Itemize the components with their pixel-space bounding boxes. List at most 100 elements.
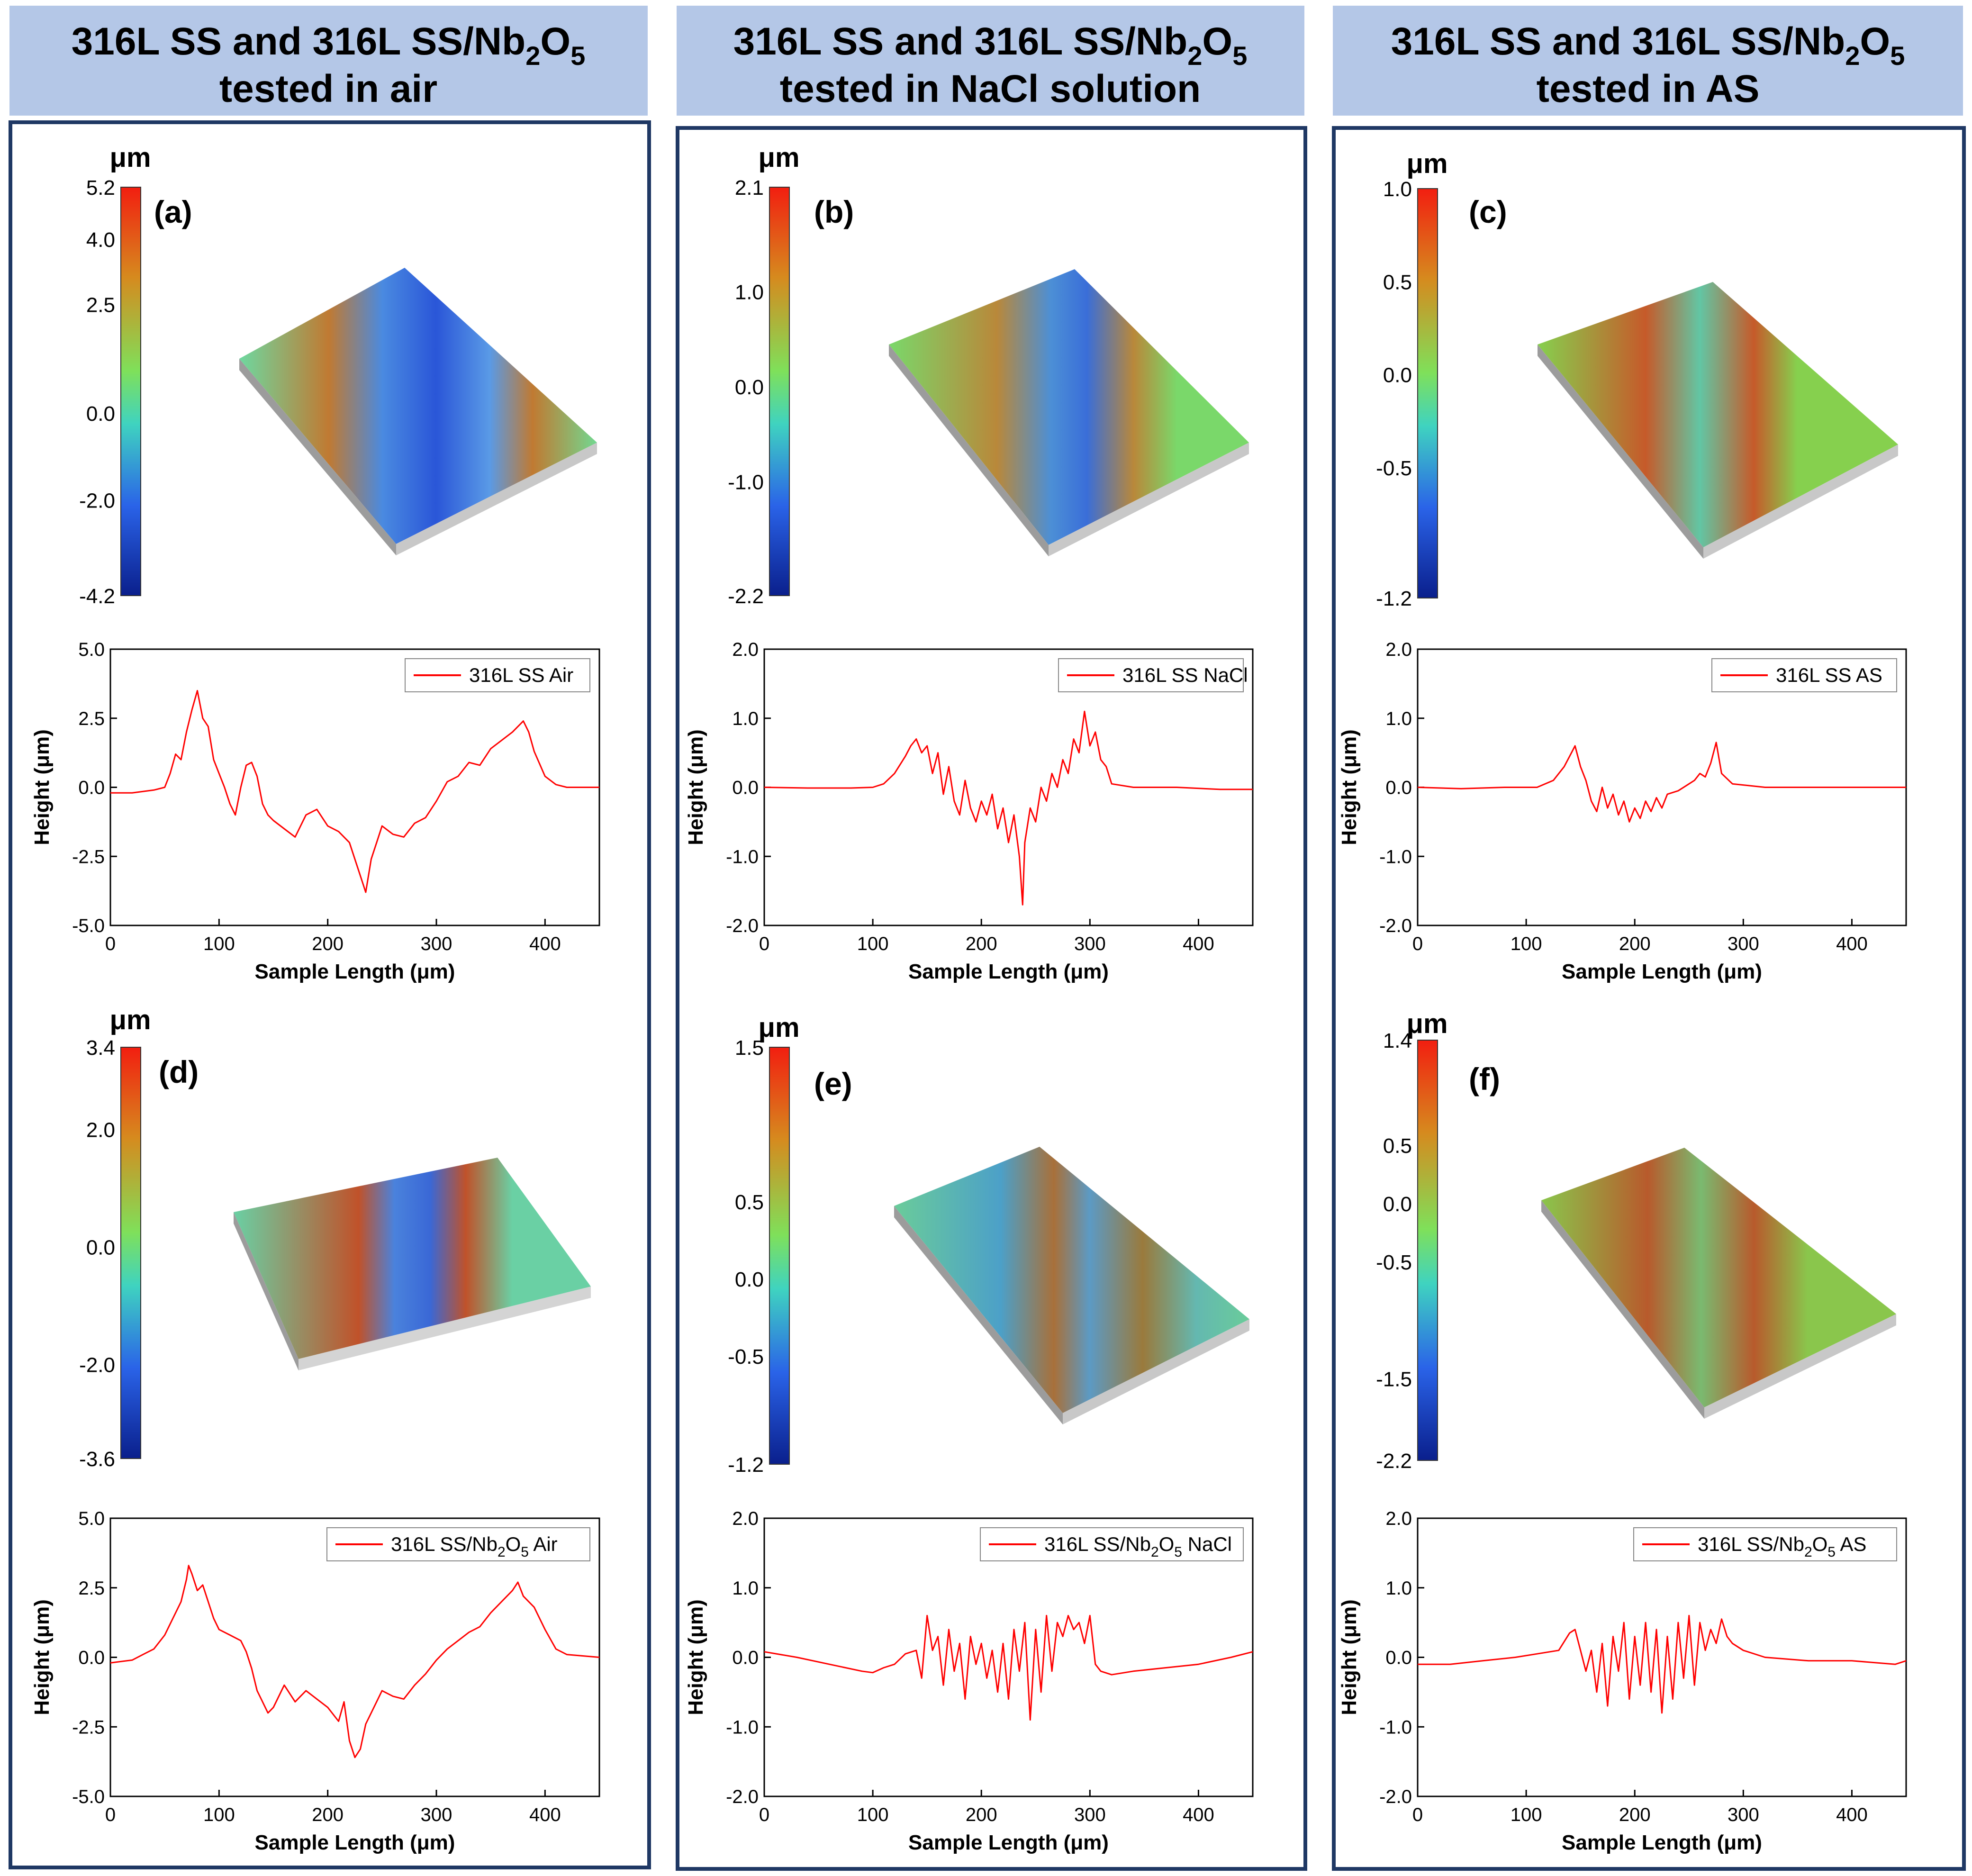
y-tick-label: 0.0 bbox=[78, 1648, 105, 1668]
legend: 316L SS AS bbox=[1711, 658, 1897, 692]
column-header-nacl: 316L SS and 316L SS/Nb2O5 tested in NaCl… bbox=[677, 6, 1304, 116]
column-frame-as bbox=[1332, 126, 1966, 1871]
y-tick-label: -1.0 bbox=[1379, 846, 1412, 867]
panel-label: (d) bbox=[159, 1054, 199, 1089]
header-line2: tested in air bbox=[219, 67, 437, 110]
colorbar-d: μm3.4 2.0 0.0 -2.0 -3.6 (d) bbox=[79, 1005, 199, 1471]
y-axis-label: Height (μm) bbox=[30, 1599, 54, 1715]
colorbar-tick-label: -2.2 bbox=[1376, 1450, 1412, 1473]
colorbar-unit: μm bbox=[1406, 148, 1447, 179]
x-tick-label: 400 bbox=[1183, 1804, 1214, 1825]
legend-label: 316L SS NaCl bbox=[1122, 664, 1248, 686]
colorbar-a: μm 5.2 4.0 2.5 0.0 -2.0 -4.2 (a) bbox=[79, 142, 192, 608]
colorbar-tick-label: 0.5 bbox=[735, 1191, 764, 1214]
x-tick-label: 200 bbox=[966, 933, 997, 954]
x-tick-label: 200 bbox=[312, 933, 344, 954]
y-tick-label: 0.0 bbox=[732, 778, 759, 798]
x-axis-label: Sample Length (μm) bbox=[255, 960, 455, 983]
x-axis-label: Sample Length (μm) bbox=[1562, 1831, 1762, 1854]
y-tick-label: 0.0 bbox=[1385, 1648, 1412, 1668]
x-tick-label: 0 bbox=[759, 1804, 769, 1825]
x-axis-label: Sample Length (μm) bbox=[908, 960, 1109, 983]
colorbar-tick-label: 1.5 bbox=[735, 1036, 764, 1060]
colorbar-tick-label: 5.2 bbox=[86, 176, 115, 199]
y-tick-label: -2.0 bbox=[726, 1786, 759, 1807]
legend: 316L SS/Nb2O5 NaCl bbox=[980, 1527, 1244, 1561]
colorbar-tick-label: 1.4 bbox=[1383, 1029, 1412, 1052]
surface-3d-d bbox=[234, 1158, 591, 1370]
surface-3d-b bbox=[889, 269, 1249, 556]
colorbar-tick-label: 0.0 bbox=[1383, 1193, 1412, 1216]
x-axis-label: Sample Length (μm) bbox=[255, 1831, 455, 1854]
header-line2: tested in NaCl solution bbox=[780, 67, 1201, 110]
legend: 316L SS/Nb2O5 Air bbox=[326, 1527, 590, 1561]
colorbar-tick-label: 0.0 bbox=[735, 376, 764, 399]
colorbar-tick-label: 0.0 bbox=[735, 1268, 764, 1291]
colorbar-tick-label: -0.5 bbox=[1376, 1251, 1412, 1274]
x-tick-label: 400 bbox=[529, 1804, 561, 1825]
legend-label: 316L SS AS bbox=[1776, 664, 1882, 686]
colorbar-tick-label: 2.0 bbox=[86, 1119, 115, 1142]
column-header-as: 316L SS and 316L SS/Nb2O5 tested in AS bbox=[1333, 6, 1963, 116]
y-tick-label: 2.0 bbox=[732, 1508, 759, 1529]
colorbar-tick-label: -2.0 bbox=[79, 489, 115, 512]
x-tick-label: 200 bbox=[312, 1804, 344, 1825]
column-header-air: 316L SS and 316L SS/Nb2O5 tested in air bbox=[9, 6, 648, 116]
line-chart-6: 0 100 200 300 400 2.0 1.0 0.0 -1.0 -2.0 Sample Len… bbox=[1338, 1508, 1907, 1854]
x-tick-label: 400 bbox=[1183, 933, 1214, 954]
colorbar-gradient bbox=[120, 187, 141, 596]
y-tick-label: 2.0 bbox=[1385, 639, 1412, 660]
x-tick-label: 300 bbox=[421, 933, 452, 954]
y-tick-label: 0.0 bbox=[732, 1648, 759, 1668]
x-tick-label: 100 bbox=[203, 933, 235, 954]
column-frame-nacl bbox=[676, 126, 1307, 1871]
x-tick-label: 400 bbox=[1836, 1804, 1868, 1825]
y-tick-label: -1.0 bbox=[726, 846, 759, 867]
x-tick-label: 0 bbox=[1412, 933, 1423, 954]
x-tick-label: 400 bbox=[529, 933, 561, 954]
legend-label: 316L SS/Nb2O5 AS bbox=[1698, 1533, 1866, 1560]
x-axis-label: Sample Length (μm) bbox=[908, 1831, 1109, 1854]
line-chart-4: 0 100 200 300 400 5.0 2.5 0.0 -2.5 -5.0 Sample Len… bbox=[30, 1508, 600, 1854]
x-axis-label: Sample Length (μm) bbox=[1562, 960, 1762, 983]
x-tick-label: 100 bbox=[1511, 933, 1542, 954]
x-tick-label: 100 bbox=[857, 1804, 889, 1825]
y-tick-label: 1.0 bbox=[732, 1578, 759, 1599]
colorbar-tick-label: 0.0 bbox=[86, 402, 115, 426]
colorbar-unit: μm bbox=[109, 1005, 151, 1035]
colorbar-tick-label: -1.5 bbox=[1376, 1368, 1412, 1391]
surface-3d-f bbox=[1541, 1148, 1896, 1419]
y-tick-label: 2.5 bbox=[78, 1578, 105, 1599]
colorbar-gradient bbox=[120, 1047, 141, 1459]
legend-label: 316L SS Air bbox=[469, 664, 573, 686]
series-line bbox=[110, 690, 599, 893]
y-tick-label: -1.0 bbox=[1379, 1717, 1412, 1738]
x-tick-label: 0 bbox=[1412, 1804, 1423, 1825]
y-tick-label: -2.5 bbox=[72, 846, 105, 867]
colorbar-tick-label: 0.5 bbox=[1383, 1134, 1412, 1158]
colorbar-tick-label: 2.1 bbox=[735, 176, 764, 199]
colorbar-c: μm1.0 0.5 0.0 -0.5 -1.2 (c) bbox=[1376, 148, 1507, 610]
y-tick-label: 5.0 bbox=[78, 1508, 105, 1529]
x-tick-label: 300 bbox=[1074, 1804, 1106, 1825]
series-line bbox=[110, 1565, 600, 1758]
line-chart-5: 0 100 200 300 400 2.0 1.0 0.0 -1.0 -2.0 Sample Len… bbox=[684, 1508, 1254, 1854]
colorbar-unit: μm bbox=[1406, 1008, 1447, 1039]
panel-label: (b) bbox=[814, 194, 854, 229]
colorbar-gradient bbox=[1417, 188, 1438, 598]
x-tick-label: 200 bbox=[1619, 933, 1651, 954]
y-tick-label: -2.0 bbox=[726, 915, 759, 936]
colorbar-unit: μm bbox=[109, 142, 151, 173]
x-tick-label: 0 bbox=[105, 933, 116, 954]
colorbar-tick-label: 1.0 bbox=[735, 281, 764, 304]
panel-label: (f) bbox=[1469, 1061, 1500, 1097]
y-tick-label: 1.0 bbox=[1385, 1578, 1412, 1599]
colorbar-tick-label: -3.6 bbox=[79, 1448, 115, 1471]
line-chart-2: 0 100 200 300 400 2.0 1.0 0.0 -1.0 -2.0 Sample Len… bbox=[684, 639, 1254, 983]
series-line bbox=[764, 710, 1253, 906]
x-tick-label: 0 bbox=[759, 933, 769, 954]
colorbar-tick-label: 1.0 bbox=[1383, 178, 1412, 201]
y-tick-label: 1.0 bbox=[732, 708, 759, 729]
x-tick-label: 100 bbox=[857, 933, 889, 954]
